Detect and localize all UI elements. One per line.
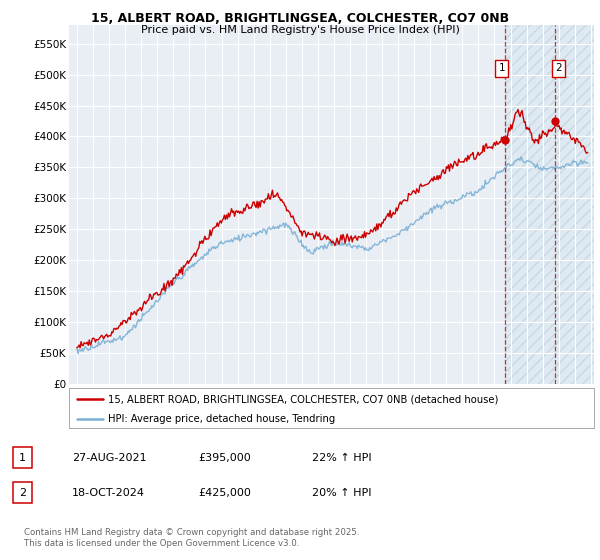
Text: £425,000: £425,000 bbox=[198, 488, 251, 498]
Text: £395,000: £395,000 bbox=[198, 452, 251, 463]
Text: Contains HM Land Registry data © Crown copyright and database right 2025.
This d: Contains HM Land Registry data © Crown c… bbox=[24, 528, 359, 548]
Text: 27-AUG-2021: 27-AUG-2021 bbox=[72, 452, 146, 463]
Text: 1: 1 bbox=[19, 452, 26, 463]
Bar bbox=[505, 25, 594, 384]
Text: 1: 1 bbox=[499, 63, 505, 73]
Text: 15, ALBERT ROAD, BRIGHTLINGSEA, COLCHESTER, CO7 0NB (detached house): 15, ALBERT ROAD, BRIGHTLINGSEA, COLCHEST… bbox=[109, 394, 499, 404]
Text: 20% ↑ HPI: 20% ↑ HPI bbox=[312, 488, 371, 498]
Text: HPI: Average price, detached house, Tendring: HPI: Average price, detached house, Tend… bbox=[109, 414, 335, 424]
Text: 15, ALBERT ROAD, BRIGHTLINGSEA, COLCHESTER, CO7 0NB: 15, ALBERT ROAD, BRIGHTLINGSEA, COLCHEST… bbox=[91, 12, 509, 25]
Text: 2: 2 bbox=[19, 488, 26, 498]
Text: Price paid vs. HM Land Registry's House Price Index (HPI): Price paid vs. HM Land Registry's House … bbox=[140, 25, 460, 35]
Text: 22% ↑ HPI: 22% ↑ HPI bbox=[312, 452, 371, 463]
Bar bbox=[505, 25, 594, 384]
Text: 2: 2 bbox=[556, 63, 562, 73]
Text: 18-OCT-2024: 18-OCT-2024 bbox=[72, 488, 145, 498]
